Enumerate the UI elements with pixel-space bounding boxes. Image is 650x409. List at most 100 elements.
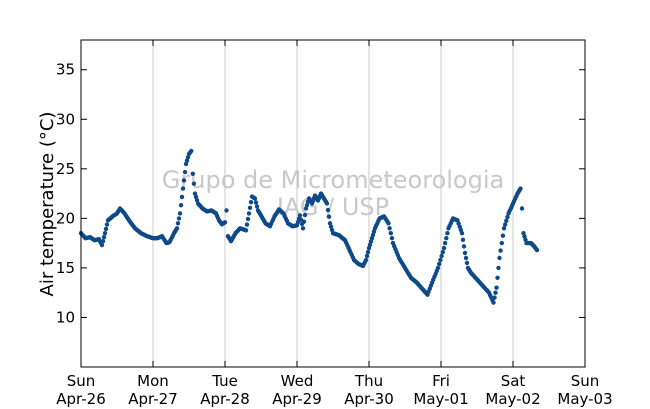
data-point bbox=[248, 200, 254, 205]
x-tick-label-date: Apr-26 bbox=[56, 390, 106, 408]
watermark-line-1: Grupo de Micrometeorologia bbox=[162, 166, 504, 194]
data-point bbox=[222, 220, 228, 225]
data-point bbox=[193, 194, 199, 200]
data-point bbox=[518, 186, 523, 191]
data-point bbox=[435, 265, 441, 271]
data-point bbox=[189, 148, 194, 154]
y-tick-label: 15 bbox=[56, 259, 75, 277]
data-point bbox=[496, 265, 501, 271]
data-point bbox=[363, 257, 369, 263]
x-tick-label-weekday: Thu bbox=[354, 372, 383, 390]
data-point bbox=[493, 290, 498, 295]
data-point bbox=[304, 203, 310, 208]
data-points bbox=[78, 148, 540, 305]
data-point bbox=[366, 245, 372, 251]
data-point bbox=[388, 231, 393, 236]
data-point bbox=[445, 231, 450, 236]
x-tick-label-weekday: Tue bbox=[211, 372, 238, 390]
data-point bbox=[440, 249, 445, 255]
data-point bbox=[103, 226, 109, 232]
data-point bbox=[244, 222, 250, 227]
data-point bbox=[387, 226, 392, 231]
y-tick-label: 20 bbox=[56, 209, 75, 227]
x-tick-label-weekday: Mon bbox=[137, 372, 169, 390]
data-point bbox=[99, 242, 105, 248]
data-point bbox=[505, 214, 510, 220]
data-point bbox=[191, 181, 197, 186]
data-point bbox=[182, 169, 188, 175]
data-point bbox=[500, 233, 506, 238]
data-point bbox=[370, 232, 376, 238]
data-point bbox=[494, 285, 499, 290]
y-axis-label: Air temperature (°C) bbox=[37, 112, 58, 297]
data-point bbox=[521, 231, 526, 236]
data-point bbox=[364, 253, 370, 259]
data-point bbox=[185, 155, 191, 160]
data-point bbox=[441, 245, 447, 251]
data-point bbox=[246, 211, 252, 216]
watermark-line-2: IAG / USP bbox=[277, 193, 389, 221]
data-point bbox=[177, 211, 183, 216]
data-point bbox=[192, 191, 198, 196]
data-point bbox=[297, 213, 303, 218]
data-point bbox=[179, 194, 185, 200]
data-point bbox=[497, 255, 502, 261]
data-point bbox=[492, 295, 497, 300]
data-point bbox=[444, 236, 449, 241]
data-point bbox=[294, 223, 300, 228]
x-axis-ticks: SunApr-26MonApr-27TueApr-28WedApr-29ThuA… bbox=[56, 40, 613, 408]
data-point bbox=[253, 200, 259, 205]
data-point bbox=[247, 205, 253, 210]
x-tick-label-date: May-02 bbox=[485, 390, 540, 408]
data-point bbox=[224, 208, 229, 213]
data-point bbox=[461, 244, 467, 249]
data-point bbox=[180, 186, 186, 191]
data-point bbox=[368, 239, 374, 244]
data-point bbox=[328, 224, 334, 229]
data-point bbox=[184, 158, 190, 163]
x-tick-label-date: Apr-27 bbox=[128, 390, 178, 408]
data-point bbox=[175, 221, 181, 226]
data-point bbox=[190, 171, 195, 176]
data-point bbox=[326, 214, 332, 219]
data-point bbox=[365, 249, 371, 255]
plot-frame bbox=[80, 39, 586, 368]
data-point bbox=[389, 236, 395, 241]
y-tick-label: 10 bbox=[56, 308, 75, 326]
data-point bbox=[303, 206, 309, 211]
data-point bbox=[519, 206, 525, 211]
data-point bbox=[439, 253, 444, 259]
y-tick-label: 35 bbox=[56, 61, 75, 79]
data-point bbox=[438, 257, 443, 263]
watermark: Grupo de Micrometeorologia IAG / USP bbox=[162, 166, 504, 221]
data-point bbox=[243, 228, 249, 233]
data-point bbox=[245, 216, 251, 222]
data-point bbox=[325, 207, 331, 213]
data-point bbox=[522, 234, 527, 239]
y-tick-label: 30 bbox=[56, 110, 75, 128]
data-point bbox=[371, 229, 377, 234]
x-tick-label-weekday: Sat bbox=[501, 372, 526, 390]
data-point bbox=[104, 222, 110, 227]
data-point bbox=[181, 178, 187, 183]
data-point bbox=[523, 237, 528, 242]
x-tick-label-weekday: Fri bbox=[432, 372, 450, 390]
data-point bbox=[302, 212, 308, 218]
x-tick-label-date: Apr-29 bbox=[272, 390, 322, 408]
x-tick-label-weekday: Wed bbox=[281, 372, 314, 390]
data-point bbox=[463, 255, 469, 261]
data-point bbox=[504, 218, 509, 223]
data-point bbox=[254, 204, 260, 209]
data-point bbox=[462, 250, 468, 256]
data-point bbox=[534, 247, 540, 253]
data-point bbox=[499, 240, 504, 246]
data-point bbox=[491, 300, 496, 305]
data-point bbox=[369, 236, 375, 241]
data-point bbox=[501, 226, 507, 231]
x-tick-label-date: Apr-30 bbox=[344, 390, 394, 408]
data-point bbox=[101, 235, 107, 240]
data-point bbox=[329, 227, 335, 233]
data-point bbox=[367, 242, 373, 247]
data-point bbox=[442, 240, 448, 246]
